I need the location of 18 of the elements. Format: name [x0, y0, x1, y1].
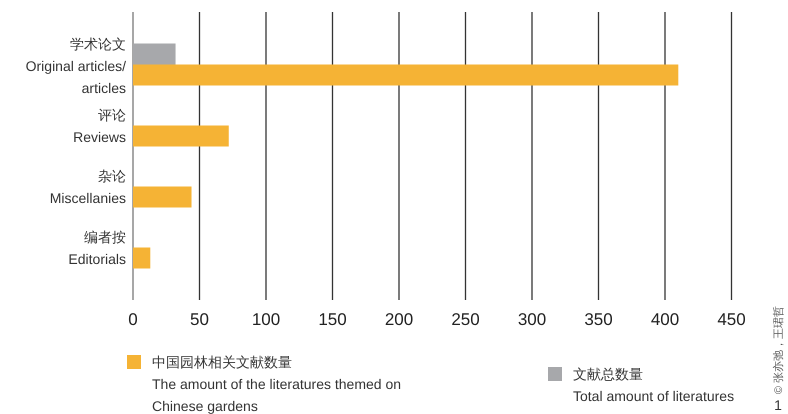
legend-label: 中国园林相关文献数量 The amount of the literatures themed on Chinese gardens [152, 354, 402, 414]
ycat: 评论 Reviews [73, 107, 126, 145]
ycat: 杂论 Miscellanies [50, 168, 126, 206]
xtick: 100 [252, 310, 280, 329]
xtick: 200 [384, 310, 414, 329]
ycat: 编者按 Editorials [68, 229, 126, 267]
annotation: © 张亦弛，王珺哲 [773, 306, 785, 394]
xtick: 150 [318, 310, 347, 329]
xtick: 300 [518, 310, 546, 329]
xtick: 50 [190, 310, 209, 329]
legend-label: 文献总数量 Total amount of literatures [573, 366, 734, 404]
xtick: 400 [650, 310, 680, 329]
xtick: 450 [717, 310, 746, 329]
xtick: 0 [128, 310, 138, 329]
ycat: 学术论文 Original articles/ articles [26, 36, 126, 96]
xtick: 250 [451, 310, 480, 329]
annotation: 1 [774, 397, 782, 413]
xtick: 350 [584, 310, 613, 329]
